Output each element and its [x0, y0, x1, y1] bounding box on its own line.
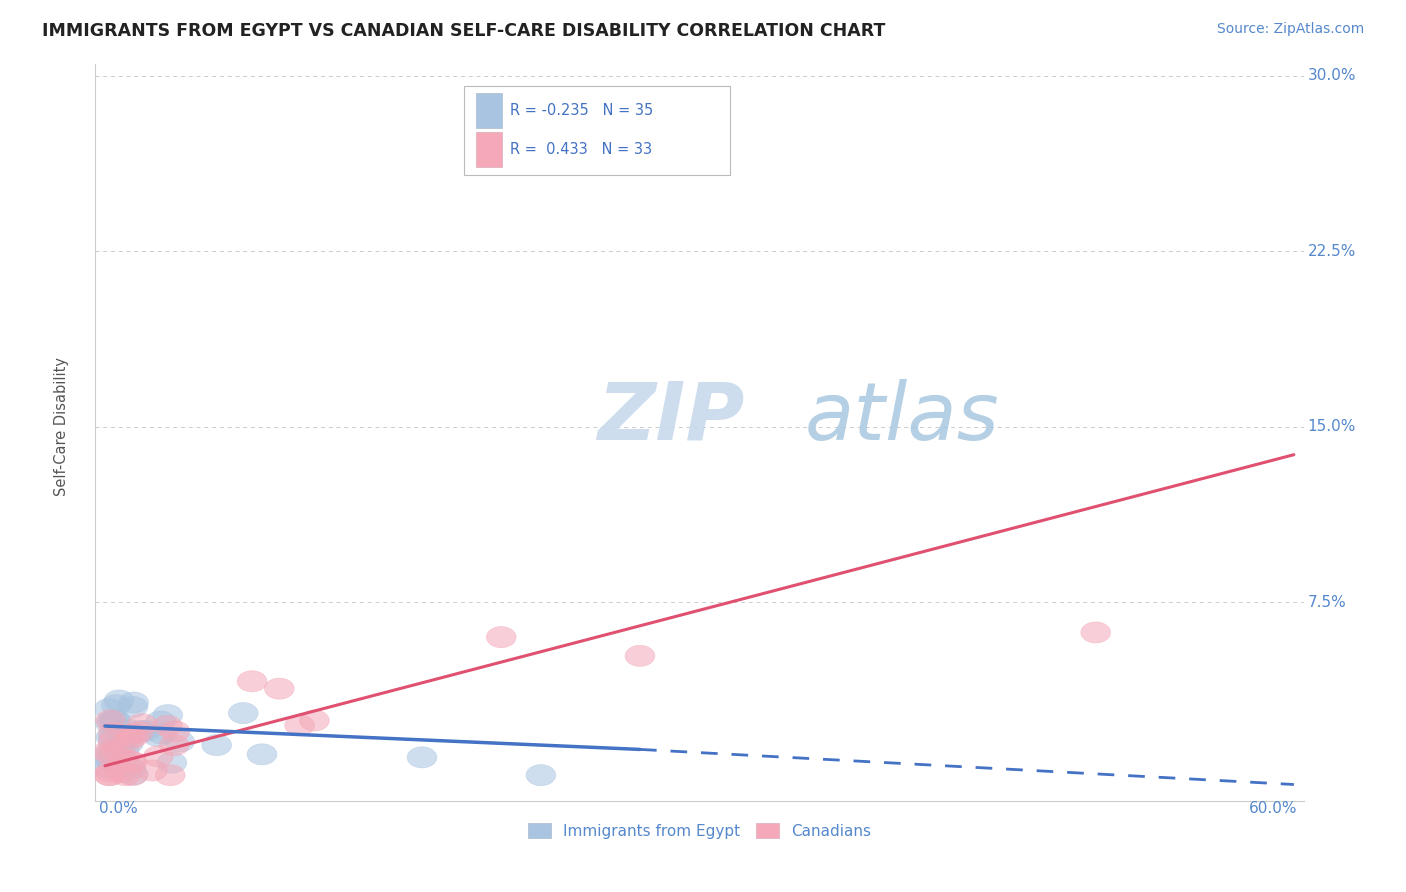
Text: IMMIGRANTS FROM EGYPT VS CANADIAN SELF-CARE DISABILITY CORRELATION CHART: IMMIGRANTS FROM EGYPT VS CANADIAN SELF-C… — [42, 22, 886, 40]
Ellipse shape — [131, 721, 160, 741]
Ellipse shape — [228, 703, 259, 723]
Ellipse shape — [238, 671, 267, 692]
Text: 7.5%: 7.5% — [1308, 595, 1347, 609]
Ellipse shape — [105, 762, 135, 783]
Ellipse shape — [98, 731, 128, 752]
Ellipse shape — [93, 741, 124, 762]
Ellipse shape — [114, 731, 143, 751]
Ellipse shape — [107, 731, 138, 753]
Ellipse shape — [118, 764, 148, 785]
Ellipse shape — [112, 718, 142, 739]
Ellipse shape — [138, 760, 167, 781]
Ellipse shape — [408, 747, 437, 768]
Ellipse shape — [104, 690, 134, 711]
Ellipse shape — [120, 692, 149, 713]
Text: 0.0%: 0.0% — [98, 801, 138, 816]
Legend: Immigrants from Egypt, Canadians: Immigrants from Egypt, Canadians — [522, 816, 877, 845]
Ellipse shape — [115, 751, 145, 772]
Ellipse shape — [94, 744, 125, 764]
Ellipse shape — [96, 741, 125, 762]
Ellipse shape — [100, 709, 129, 731]
Text: 30.0%: 30.0% — [1308, 69, 1357, 83]
Ellipse shape — [155, 764, 186, 786]
Ellipse shape — [110, 749, 139, 770]
Ellipse shape — [96, 761, 125, 782]
Ellipse shape — [1081, 622, 1111, 643]
Ellipse shape — [108, 739, 139, 760]
Ellipse shape — [94, 764, 124, 786]
Ellipse shape — [114, 733, 143, 754]
Ellipse shape — [100, 710, 131, 731]
Text: ZIP: ZIP — [596, 379, 744, 457]
Ellipse shape — [626, 645, 655, 666]
Text: R = -0.235   N = 35: R = -0.235 N = 35 — [509, 103, 652, 118]
Ellipse shape — [98, 723, 128, 743]
Ellipse shape — [96, 727, 125, 747]
Text: 22.5%: 22.5% — [1308, 244, 1357, 259]
Text: R =  0.433   N = 33: R = 0.433 N = 33 — [509, 142, 652, 157]
Ellipse shape — [98, 711, 128, 732]
FancyBboxPatch shape — [475, 93, 502, 128]
Ellipse shape — [146, 711, 176, 732]
Ellipse shape — [98, 727, 128, 748]
Ellipse shape — [299, 710, 329, 731]
Ellipse shape — [152, 715, 183, 737]
Ellipse shape — [118, 764, 148, 786]
Ellipse shape — [285, 714, 315, 736]
Text: Source: ZipAtlas.com: Source: ZipAtlas.com — [1216, 22, 1364, 37]
Ellipse shape — [157, 752, 187, 773]
Ellipse shape — [148, 723, 177, 744]
Ellipse shape — [264, 678, 294, 699]
Text: Self-Care Disability: Self-Care Disability — [53, 357, 69, 496]
Ellipse shape — [143, 746, 173, 767]
Ellipse shape — [115, 757, 146, 779]
Text: 15.0%: 15.0% — [1308, 419, 1357, 434]
Ellipse shape — [101, 695, 131, 715]
Ellipse shape — [124, 722, 153, 743]
Ellipse shape — [97, 750, 127, 771]
Ellipse shape — [94, 764, 124, 786]
Ellipse shape — [96, 710, 125, 731]
Ellipse shape — [159, 735, 188, 756]
Ellipse shape — [105, 730, 135, 750]
Ellipse shape — [101, 740, 131, 761]
Ellipse shape — [96, 713, 125, 734]
Ellipse shape — [143, 725, 173, 747]
Ellipse shape — [127, 714, 157, 735]
Ellipse shape — [127, 721, 156, 741]
Ellipse shape — [202, 735, 232, 756]
Ellipse shape — [110, 764, 141, 786]
Ellipse shape — [118, 697, 148, 717]
Text: 60.0%: 60.0% — [1250, 801, 1298, 816]
Ellipse shape — [117, 752, 148, 772]
Ellipse shape — [118, 726, 148, 747]
Ellipse shape — [94, 698, 124, 720]
Ellipse shape — [153, 705, 183, 725]
Ellipse shape — [160, 721, 190, 742]
Ellipse shape — [93, 748, 122, 770]
Ellipse shape — [115, 724, 146, 745]
Text: atlas: atlas — [804, 379, 1000, 457]
FancyBboxPatch shape — [464, 87, 730, 175]
Ellipse shape — [486, 626, 516, 648]
Ellipse shape — [247, 744, 277, 764]
Ellipse shape — [93, 757, 122, 778]
FancyBboxPatch shape — [475, 132, 502, 167]
Ellipse shape — [526, 764, 555, 786]
Ellipse shape — [165, 731, 194, 752]
